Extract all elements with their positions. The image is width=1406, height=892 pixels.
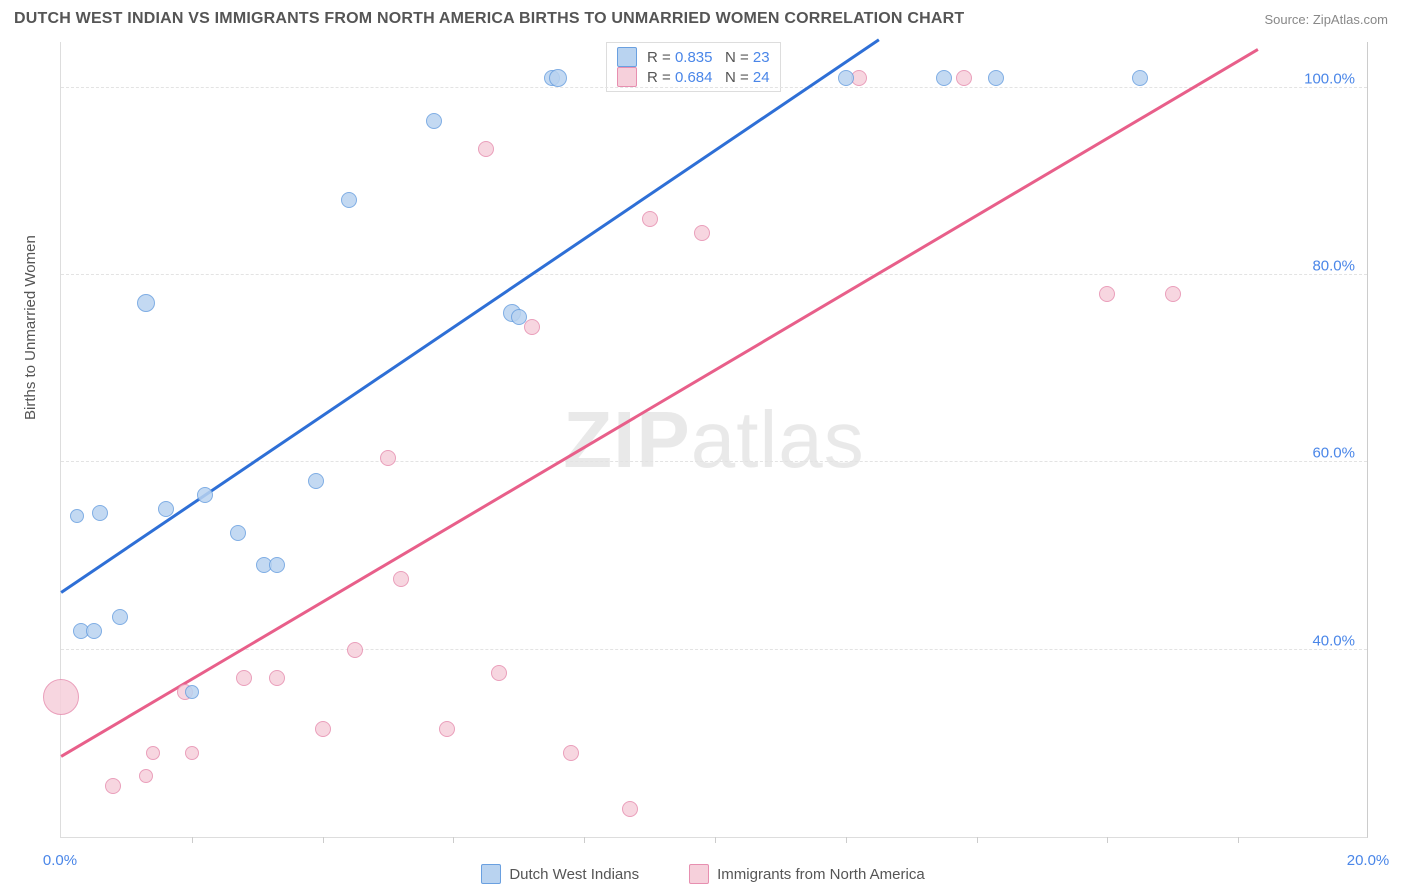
- swatch-series-a: [617, 47, 637, 67]
- data-point: [1132, 70, 1148, 86]
- swatch-series-b: [689, 864, 709, 884]
- legend-label: Immigrants from North America: [717, 866, 925, 883]
- x-tick: [1107, 837, 1108, 843]
- data-point: [139, 769, 153, 783]
- y-tick-label: 60.0%: [1312, 445, 1355, 462]
- swatch-series-a: [481, 864, 501, 884]
- data-point: [112, 609, 128, 625]
- data-point: [511, 309, 527, 325]
- data-point: [393, 571, 409, 587]
- data-point: [347, 642, 363, 658]
- x-tick: [192, 837, 193, 843]
- y-axis-label: Births to Unmarried Women: [22, 235, 39, 420]
- swatch-series-b: [617, 67, 637, 87]
- legend-row-series-b: R = 0.684 N = 24: [617, 67, 770, 87]
- data-point: [380, 450, 396, 466]
- data-point: [549, 69, 567, 87]
- data-point: [642, 211, 658, 227]
- data-point: [185, 746, 199, 760]
- data-point: [622, 801, 638, 817]
- data-point: [105, 778, 121, 794]
- data-point: [185, 685, 199, 699]
- x-tick: [1238, 837, 1239, 843]
- data-point: [269, 670, 285, 686]
- data-point: [146, 746, 160, 760]
- series-legend: Dutch West Indians Immigrants from North…: [0, 864, 1406, 884]
- watermark-text: ZIPatlas: [563, 394, 864, 486]
- data-point: [308, 473, 324, 489]
- gridline-h: [61, 461, 1367, 462]
- trend-line: [60, 39, 879, 594]
- data-point: [315, 721, 331, 737]
- x-tick: [715, 837, 716, 843]
- data-point: [1165, 286, 1181, 302]
- data-point: [230, 525, 246, 541]
- data-point: [70, 509, 84, 523]
- x-tick: [846, 837, 847, 843]
- x-tick-label: 0.0%: [43, 852, 77, 869]
- data-point: [236, 670, 252, 686]
- data-point: [43, 679, 79, 715]
- data-point: [524, 319, 540, 335]
- gridline-h: [61, 87, 1367, 88]
- data-point: [158, 501, 174, 517]
- data-point: [92, 505, 108, 521]
- correlation-legend: R = 0.835 N = 23 R = 0.684 N = 24: [606, 42, 781, 92]
- trend-line: [60, 48, 1258, 757]
- data-point: [838, 70, 854, 86]
- data-point: [478, 141, 494, 157]
- data-point: [1099, 286, 1115, 302]
- legend-row-series-a: R = 0.835 N = 23: [617, 47, 770, 67]
- x-tick: [323, 837, 324, 843]
- legend-item-series-a: Dutch West Indians: [481, 864, 639, 884]
- data-point: [563, 745, 579, 761]
- x-tick: [977, 837, 978, 843]
- data-point: [936, 70, 952, 86]
- chart-title: DUTCH WEST INDIAN VS IMMIGRANTS FROM NOR…: [14, 10, 964, 28]
- data-point: [86, 623, 102, 639]
- data-point: [956, 70, 972, 86]
- data-point: [426, 113, 442, 129]
- gridline-h: [61, 274, 1367, 275]
- x-tick: [584, 837, 585, 843]
- data-point: [341, 192, 357, 208]
- legend-item-series-b: Immigrants from North America: [689, 864, 925, 884]
- data-point: [197, 487, 213, 503]
- data-point: [491, 665, 507, 681]
- x-tick: [453, 837, 454, 843]
- source-attribution: Source: ZipAtlas.com: [1264, 12, 1388, 27]
- x-tick-label: 20.0%: [1347, 852, 1390, 869]
- y-tick-label: 40.0%: [1312, 632, 1355, 649]
- y-tick-label: 100.0%: [1304, 70, 1355, 87]
- scatter-plot-area: ZIPatlas R = 0.835 N = 23 R = 0.684 N = …: [60, 42, 1368, 838]
- data-point: [137, 294, 155, 312]
- legend-label: Dutch West Indians: [509, 866, 639, 883]
- data-point: [694, 225, 710, 241]
- data-point: [988, 70, 1004, 86]
- data-point: [269, 557, 285, 573]
- y-tick-label: 80.0%: [1312, 258, 1355, 275]
- gridline-h: [61, 649, 1367, 650]
- data-point: [439, 721, 455, 737]
